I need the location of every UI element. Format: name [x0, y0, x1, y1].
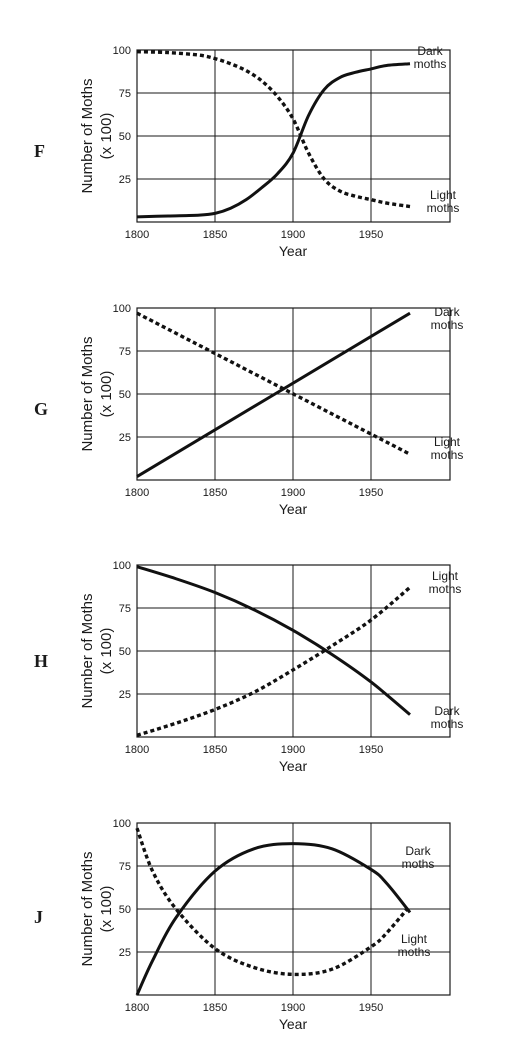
- dark-moths-line: [135, 842, 412, 996]
- dark-moths-line: [136, 62, 411, 219]
- x-tick-label: 1800: [125, 1002, 149, 1014]
- x-tick-label: 1800: [125, 487, 149, 499]
- light-moths-line: [136, 586, 412, 737]
- dark-moths-label: Dark: [434, 305, 460, 319]
- y-tick-label: 50: [119, 389, 131, 401]
- chart-option-g: G Number of Moths (x 100) 25 50 75 100 1800 1…: [0, 298, 527, 548]
- y-tick-label: 100: [113, 560, 131, 572]
- y-tick-label: 25: [119, 689, 131, 701]
- y-tick-label: 75: [119, 346, 131, 358]
- dark-moths-label: Dark: [405, 844, 431, 858]
- x-tick-label: 1900: [281, 487, 305, 499]
- light-moths-label: moths: [431, 448, 464, 462]
- x-axis-label: Year: [279, 243, 308, 259]
- option-letter: F: [34, 141, 45, 161]
- dark-moths-line: [136, 565, 411, 716]
- light-moths-line: [135, 827, 412, 977]
- y-tick-label: 75: [119, 861, 131, 873]
- light-moths-label: moths: [427, 201, 460, 215]
- y-tick-label: 25: [119, 947, 131, 959]
- dark-moths-label: moths: [414, 57, 447, 71]
- dark-moths-label: Dark: [434, 704, 460, 718]
- x-tick-label: 1850: [203, 744, 227, 756]
- dark-moths-label: moths: [431, 318, 464, 332]
- chart-option-h: H Number of Moths (x 100) 25 50 75 100 1800 1…: [0, 555, 527, 805]
- y-tick-label: 25: [119, 432, 131, 444]
- x-tick-label: 1900: [281, 744, 305, 756]
- light-moths-line: [136, 311, 411, 456]
- x-tick-label: 1950: [359, 229, 383, 241]
- x-tick-label: 1950: [359, 744, 383, 756]
- chart-option-f: F Number of Moths (x 100) 25 50 75 100 1800 1…: [0, 40, 527, 290]
- chart-option-j: J Number of Moths (x 100) 25 50 75 100 1800 1…: [0, 813, 527, 1063]
- option-letter: H: [34, 651, 49, 671]
- option-letter: G: [34, 399, 49, 419]
- x-tick-label: 1850: [203, 1002, 227, 1014]
- x-axis-label: Year: [279, 758, 308, 774]
- y-tick-label: 50: [119, 904, 131, 916]
- x-tick-label: 1900: [281, 229, 305, 241]
- y-tick-label: 50: [119, 131, 131, 143]
- light-moths-label: Light: [430, 188, 457, 202]
- x-tick-label: 1800: [125, 744, 149, 756]
- y-tick-label: 25: [119, 174, 131, 186]
- x-tick-label: 1950: [359, 1002, 383, 1014]
- y-tick-label: 100: [113, 303, 131, 315]
- x-tick-label: 1800: [125, 229, 149, 241]
- light-moths-label: moths: [429, 582, 462, 596]
- x-tick-label: 1850: [203, 229, 227, 241]
- y-tick-label: 100: [113, 45, 131, 57]
- light-moths-label: Light: [432, 569, 459, 583]
- x-axis-label: Year: [279, 1016, 308, 1032]
- dark-moths-line: [136, 311, 411, 478]
- x-tick-label: 1850: [203, 487, 227, 499]
- y-tick-label: 75: [119, 603, 131, 615]
- dark-moths-label: moths: [402, 857, 435, 871]
- light-moths-label: moths: [398, 945, 431, 959]
- light-moths-line: [136, 50, 411, 209]
- y-tick-label: 75: [119, 88, 131, 100]
- x-axis-label: Year: [279, 501, 308, 517]
- dark-moths-label: moths: [431, 717, 464, 731]
- light-moths-label: Light: [401, 932, 428, 946]
- x-tick-label: 1900: [281, 1002, 305, 1014]
- y-tick-label: 50: [119, 646, 131, 658]
- y-tick-label: 100: [113, 818, 131, 830]
- dark-moths-label: Dark: [417, 44, 443, 58]
- option-letter: J: [34, 907, 43, 927]
- light-moths-label: Light: [434, 435, 461, 449]
- x-tick-label: 1950: [359, 487, 383, 499]
